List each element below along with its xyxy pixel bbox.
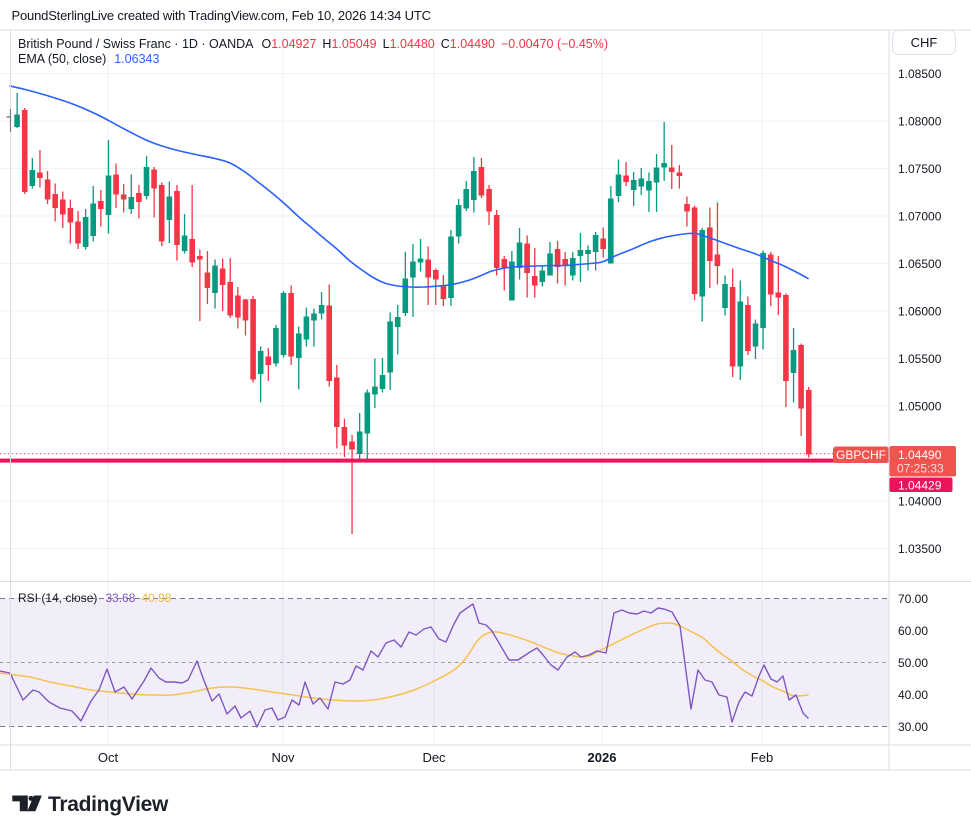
svg-text:GBPCHF: GBPCHF xyxy=(836,448,886,462)
svg-text:1.06000: 1.06000 xyxy=(898,305,942,319)
svg-text:PoundSterlingLive created with: PoundSterlingLive created with TradingVi… xyxy=(12,8,431,23)
svg-text:1.07500: 1.07500 xyxy=(898,162,942,176)
svg-text:1.04000: 1.04000 xyxy=(898,495,942,509)
svg-text:Dec: Dec xyxy=(422,750,446,765)
svg-text:30.00: 30.00 xyxy=(898,720,928,734)
svg-text:1.04490: 1.04490 xyxy=(898,448,942,462)
svg-text:1.08000: 1.08000 xyxy=(898,115,942,129)
svg-text:50.00: 50.00 xyxy=(898,656,928,670)
svg-text:EMA (50, close)1.06343: EMA (50, close) 1.06343 xyxy=(18,52,159,66)
svg-text:70.00: 70.00 xyxy=(898,592,928,606)
svg-text:1.05000: 1.05000 xyxy=(898,400,942,414)
svg-text:CHF: CHF xyxy=(911,35,938,50)
svg-text:1.04429: 1.04429 xyxy=(898,479,942,493)
svg-text:Nov: Nov xyxy=(271,750,295,765)
svg-text:1.03500: 1.03500 xyxy=(898,542,942,556)
svg-text:2026: 2026 xyxy=(588,750,617,765)
svg-text:1.07000: 1.07000 xyxy=(898,210,942,224)
svg-text:07:25:33: 07:25:33 xyxy=(897,462,944,476)
svg-text:60.00: 60.00 xyxy=(898,624,928,638)
svg-text:Oct: Oct xyxy=(98,750,119,765)
svg-text:1.08500: 1.08500 xyxy=(898,67,942,81)
svg-text:Feb: Feb xyxy=(751,750,773,765)
svg-text:1.06500: 1.06500 xyxy=(898,257,942,271)
svg-text:TradingView: TradingView xyxy=(48,793,169,816)
svg-text:British Pound / Swiss Franc ·: British Pound / Swiss Franc · 1D · OANDA… xyxy=(18,37,608,51)
svg-text:1.05500: 1.05500 xyxy=(898,352,942,366)
svg-text:40.00: 40.00 xyxy=(898,688,928,702)
